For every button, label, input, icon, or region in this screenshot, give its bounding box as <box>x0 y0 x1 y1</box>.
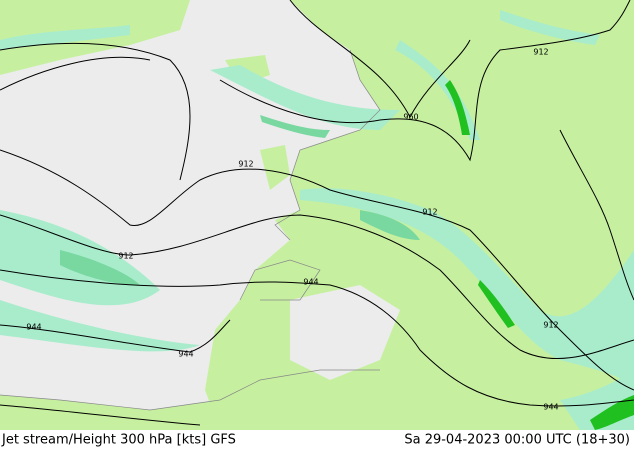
contour-labels: 912 960 912 912 912 944 944 944 912 944 <box>26 48 558 412</box>
contour-label: 912 <box>238 160 253 169</box>
contours <box>0 0 634 426</box>
coastlines <box>0 49 381 411</box>
footer-bar <box>0 430 634 450</box>
footer-timestamp: Sa 29-04-2023 00:00 UTC (18+30) <box>404 433 630 448</box>
contour-label: 944 <box>303 278 318 287</box>
footer-title: Jet stream/Height 300 hPa [kts] GFS <box>1 433 236 448</box>
sea-inland <box>290 285 400 380</box>
jet-bands <box>0 10 634 430</box>
contour-label: 960 <box>403 113 418 122</box>
contour-label: 912 <box>543 321 558 330</box>
contour-label: 912 <box>533 48 548 57</box>
contour-label: 944 <box>26 323 41 332</box>
contour-label: 944 <box>178 350 193 359</box>
contour-label: 944 <box>543 403 558 412</box>
contour-label: 912 <box>422 208 437 217</box>
contour-label: 912 <box>118 252 133 261</box>
